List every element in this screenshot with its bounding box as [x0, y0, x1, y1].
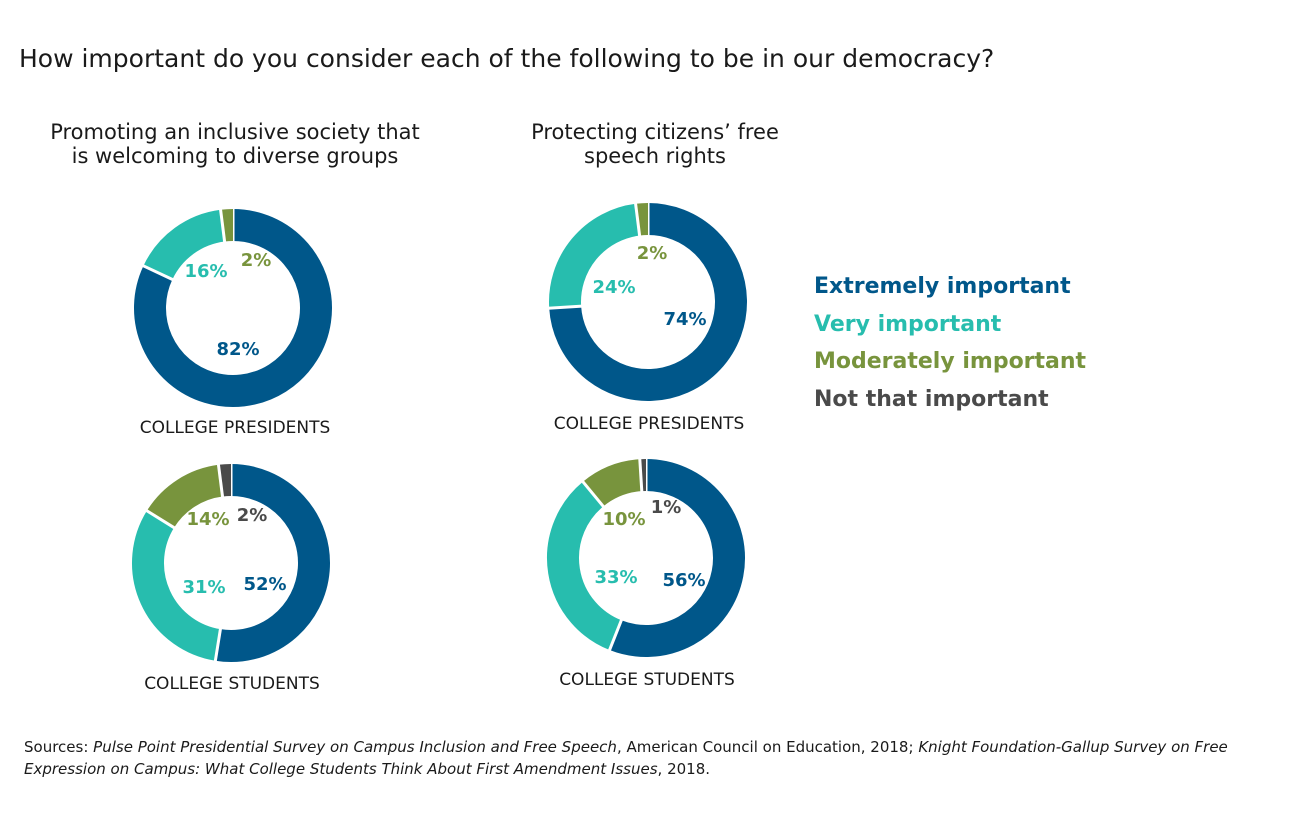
legend-item-extremely: Extremely important	[814, 274, 1071, 299]
donut-segment-inclusive-students-1	[132, 510, 221, 661]
donut-data-label-inclusive-students-3: 2%	[237, 505, 268, 526]
chart-title: How important do you consider each of th…	[19, 44, 995, 73]
donut-data-label-inclusive-students-0: 52%	[243, 574, 286, 595]
source-suffix: , 2018.	[657, 760, 711, 778]
donut-label-inclusive-students: COLLEGE STUDENTS	[144, 674, 320, 694]
source-title-2: Knight Foundation-Gallup Survey on Free …	[24, 738, 1228, 778]
donut-segment-inclusive-students-0	[215, 464, 330, 662]
donut-data-label-inclusive-students-1: 31%	[182, 577, 225, 598]
donut-data-label-speech-presidents-1: 24%	[592, 277, 635, 298]
donut-separator-speech-students-2	[581, 479, 606, 509]
donut-separator-speech-presidents-1	[548, 304, 583, 310]
donut-segment-speech-presidents-2	[635, 203, 649, 236]
donut-segment-speech-presidents-1	[549, 203, 641, 309]
donut-segment-inclusive-presidents-0	[134, 209, 332, 407]
legend-item-very: Very important	[814, 311, 1002, 337]
donut-data-label-speech-presidents-0: 74%	[663, 309, 706, 330]
donut-data-label-speech-students-3: 1%	[651, 497, 682, 518]
donut-label-speech-students: COLLEGE STUDENTS	[559, 670, 735, 690]
donut-segment-speech-students-0	[609, 459, 745, 657]
source-mid: , American Council on Education, 2018;	[616, 738, 919, 756]
donut-label-speech-presidents: COLLEGE PRESIDENTS	[553, 414, 745, 434]
donut-segment-inclusive-students-2	[146, 464, 224, 529]
donut-data-label-speech-presidents-2: 2%	[637, 243, 668, 264]
legend-item-moderately: Moderately important	[814, 349, 1087, 374]
donut-data-label-inclusive-presidents-1: 16%	[184, 261, 227, 282]
donut-segment-speech-presidents-0	[549, 203, 747, 401]
donut-data-label-inclusive-students-2: 14%	[186, 509, 229, 530]
donut-label-inclusive-presidents: COLLEGE PRESIDENTS	[139, 418, 331, 438]
donut-separator-speech-students-3	[638, 458, 644, 493]
donut-segment-speech-students-2	[582, 459, 643, 507]
donut-segment-speech-students-1	[547, 481, 622, 651]
donut-separator-inclusive-presidents-2	[218, 208, 227, 243]
donut-data-label-speech-students-1: 33%	[594, 567, 637, 588]
donut-separator-inclusive-students-1	[213, 627, 223, 662]
donut-data-label-inclusive-presidents-2: 2%	[241, 250, 272, 271]
donut-separator-inclusive-students-3	[216, 463, 225, 498]
donut-separator-speech-presidents-2	[633, 202, 642, 237]
legend-item-not-that: Not that important	[814, 386, 1049, 412]
column-title-free-speech: Protecting citizens’ free speech rights	[531, 120, 779, 168]
donut-data-label-inclusive-presidents-0: 82%	[216, 339, 259, 360]
source-title-1: Pulse Point Presidential Survey on Campu…	[93, 738, 617, 756]
donut-separator-speech-students-1	[607, 618, 624, 652]
donut-segment-inclusive-presidents-1	[143, 209, 226, 281]
source-prefix: Sources:	[24, 738, 94, 756]
legend: Extremely important Very important Moder…	[814, 272, 1086, 422]
donut-segment-inclusive-students-3	[218, 464, 232, 497]
donut-separator-inclusive-presidents-1	[141, 264, 174, 282]
donut-separator-inclusive-students-2	[145, 509, 176, 530]
donut-segment-inclusive-presidents-2	[220, 209, 234, 242]
column-title-inclusive: Promoting an inclusive society that is w…	[50, 120, 420, 168]
donut-data-label-speech-students-0: 56%	[662, 570, 705, 591]
source-note: Sources: Pulse Point Presidential Survey…	[24, 736, 1264, 780]
donut-data-label-speech-students-2: 10%	[602, 509, 645, 530]
